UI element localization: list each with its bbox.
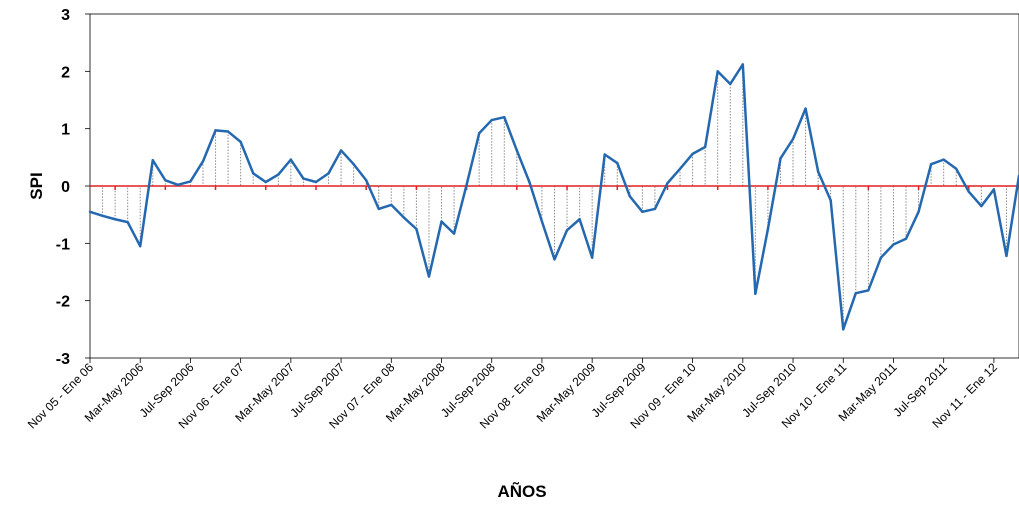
y-tick-label: 0: [61, 179, 70, 196]
data-point: [226, 130, 230, 133]
data-point: [277, 173, 280, 176]
data-point: [766, 227, 770, 231]
data-point: [967, 190, 970, 193]
data-point: [515, 149, 519, 152]
data-point: [553, 258, 556, 261]
y-tick-label: -3: [56, 351, 70, 368]
data-point: [402, 216, 406, 219]
y-axis-title: SPI: [27, 172, 46, 199]
data-point: [528, 180, 531, 184]
data-point: [653, 207, 657, 211]
data-point: [816, 170, 820, 173]
data-point: [164, 179, 167, 182]
data-point: [565, 228, 569, 232]
data-point: [327, 172, 330, 175]
data-point: [904, 237, 908, 240]
data-point: [703, 145, 707, 149]
data-point: [590, 256, 594, 259]
data-point: [829, 199, 832, 202]
data-point: [992, 188, 996, 191]
data-point: [641, 210, 644, 213]
data-point: [980, 204, 983, 208]
data-point: [352, 163, 355, 166]
data-point: [440, 220, 443, 223]
data-point: [339, 149, 343, 152]
data-point: [603, 153, 606, 156]
data-point: [741, 63, 745, 66]
data-point: [779, 157, 782, 160]
data-point: [415, 227, 418, 231]
data-point: [302, 177, 305, 180]
data-point: [1005, 254, 1008, 258]
series-group: [88, 63, 1019, 331]
data-point: [929, 163, 933, 166]
data-point: [364, 179, 368, 182]
data-point: [729, 82, 732, 86]
data-point: [540, 220, 544, 223]
y-tick-label: -2: [56, 294, 70, 311]
data-point: [289, 158, 293, 161]
data-point: [214, 129, 217, 132]
data-point: [942, 158, 945, 161]
data-point: [101, 214, 104, 218]
data-point: [616, 161, 619, 165]
data-point: [377, 207, 380, 211]
data-point: [201, 160, 205, 163]
data-point: [452, 232, 456, 235]
data-point: [314, 180, 318, 184]
data-point: [503, 116, 506, 119]
data-point: [628, 195, 632, 198]
data-point: [804, 107, 807, 110]
data-point: [239, 140, 242, 144]
data-point: [917, 210, 920, 213]
data-point: [88, 210, 92, 213]
y-tick-label: 3: [61, 7, 70, 24]
data-point: [139, 245, 142, 248]
drop-lines: [102, 64, 1007, 330]
data-point: [126, 220, 129, 224]
data-point: [151, 159, 154, 162]
data-point: [427, 275, 431, 278]
data-point: [892, 243, 895, 246]
data-point: [666, 181, 669, 185]
data-point: [842, 328, 845, 331]
data-point: [390, 203, 393, 207]
data-point: [678, 167, 682, 170]
data-point: [176, 183, 180, 187]
y-axis: 3 2 1 0 -1 -2 -3: [56, 7, 90, 368]
data-point: [879, 256, 883, 259]
x-tick-label: Nov 05 - Ene 06: [25, 360, 96, 431]
data-point: [113, 218, 117, 221]
data-point: [791, 137, 795, 141]
y-tick-label: 2: [61, 64, 70, 81]
data-point: [854, 292, 857, 295]
data-point: [465, 183, 468, 187]
y-tick-label: -1: [56, 236, 70, 253]
data-point: [490, 118, 493, 122]
y-tick-label: 1: [61, 122, 70, 139]
data-point: [691, 152, 694, 156]
data-point: [578, 218, 581, 221]
data-point: [867, 289, 870, 292]
data-point: [955, 167, 958, 170]
data-point: [264, 180, 267, 184]
data-point: [252, 172, 255, 175]
x-axis-title: AÑOS: [497, 481, 546, 501]
data-point: [189, 180, 192, 183]
data-point: [716, 70, 719, 73]
data-point: [754, 292, 757, 295]
data-point: [477, 132, 481, 135]
